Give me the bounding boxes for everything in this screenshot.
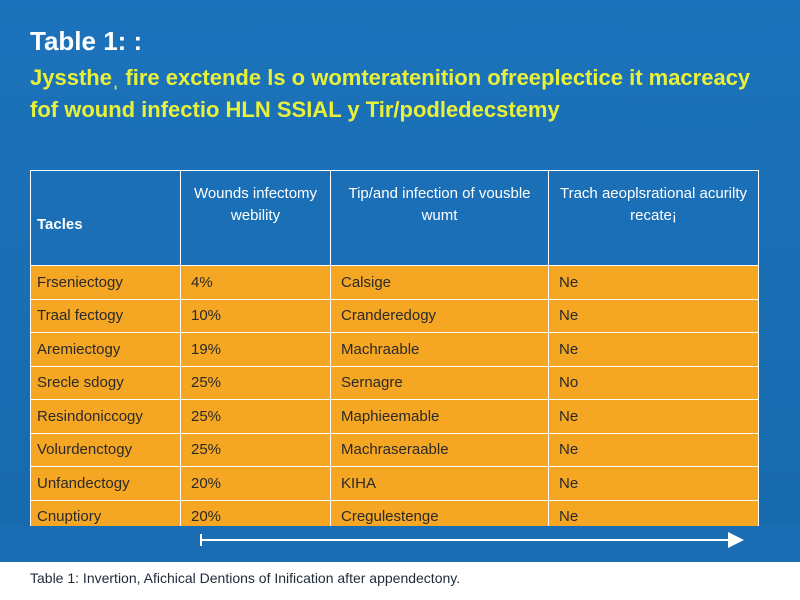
table-row: Frseniectogy 4% Calsige Ne <box>30 265 759 300</box>
table-header-row: Tacles Wounds infectomy webility Tip/and… <box>30 170 759 266</box>
table-cell: Unfandectogy <box>30 466 181 501</box>
page-title: Table 1: : <box>30 26 143 56</box>
table-cell: 4% <box>180 265 331 300</box>
table-cell: Ne <box>548 466 759 501</box>
table-cell: Maphieemable <box>330 399 549 434</box>
table-cell: Ne <box>548 298 759 333</box>
table-cell: Cranderedogy <box>330 298 549 333</box>
table-row: Aremiectogy 19% Machraable Ne <box>30 332 759 367</box>
table-cell: Machraable <box>330 332 549 367</box>
table-row: Volurdenctogy 25% Machraseraable Ne <box>30 432 759 467</box>
table-cell: 25% <box>180 399 331 434</box>
table-cell: Ne <box>548 332 759 367</box>
table-cell: 10% <box>180 298 331 333</box>
table-cell: 25% <box>180 432 331 467</box>
page-subtitle: Jysstheˌ fire exctende ls o womteratenit… <box>30 65 751 122</box>
table-cell: Sernagre <box>330 365 549 400</box>
table-cell: Calsige <box>330 265 549 300</box>
data-table: Tacles Wounds infectomy webility Tip/and… <box>30 170 759 534</box>
table-cell: No <box>548 365 759 400</box>
column-header: Tacles <box>30 170 181 266</box>
table-cell: Resindoniccogy <box>30 399 181 434</box>
table-row: Traal fectogy 10% Cranderedogy Ne <box>30 298 759 333</box>
table-cell: Ne <box>548 399 759 434</box>
table-row: Srecle sdogy 25% Sernagre No <box>30 365 759 400</box>
column-header: Wounds infectomy webility <box>180 170 331 266</box>
column-header: Trach aeoplsrational acurilty recate¡ <box>548 170 759 266</box>
table-cell: 19% <box>180 332 331 367</box>
table-cell: Ne <box>548 432 759 467</box>
arrow-line <box>200 539 730 541</box>
table-cell: Frseniectogy <box>30 265 181 300</box>
table-cell: Aremiectogy <box>30 332 181 367</box>
table-cell: Machraseraable <box>330 432 549 467</box>
table-caption: Table 1: Invertion, Afichical Dentions o… <box>30 570 461 586</box>
table-cell: Srecle sdogy <box>30 365 181 400</box>
footer-bar <box>0 526 800 562</box>
table-cell: 20% <box>180 466 331 501</box>
table-cell: Volurdenctogy <box>30 432 181 467</box>
table-cell: 25% <box>180 365 331 400</box>
caption-area <box>0 562 800 600</box>
table-cell: KIHA <box>330 466 549 501</box>
table-cell: Traal fectogy <box>30 298 181 333</box>
arrow-right-icon <box>728 532 744 548</box>
table-row: Unfandectogy 20% KIHA Ne <box>30 466 759 501</box>
column-header: Tip/and infection of vousble wumt <box>330 170 549 266</box>
table-cell: Ne <box>548 265 759 300</box>
table-row: Resindoniccogy 25% Maphieemable Ne <box>30 399 759 434</box>
